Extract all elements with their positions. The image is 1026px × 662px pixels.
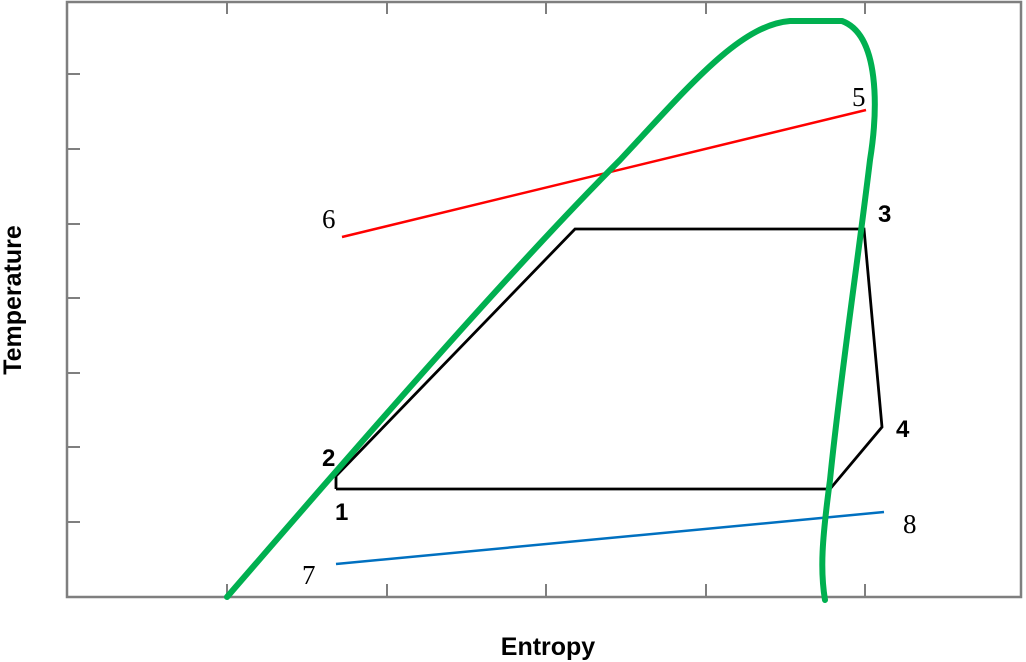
y-axis-title: Temperature: [0, 225, 27, 375]
state-label-7: 7: [302, 560, 316, 590]
state-label-4: 4: [896, 416, 910, 443]
y-axis-ticks: [67, 73, 80, 523]
cycle-path: [334, 227, 884, 491]
cold-stream-line: [335, 510, 885, 566]
state-label-1: 1: [335, 499, 348, 526]
x-axis-ticks: [226, 2, 866, 597]
state-label-5: 5: [852, 82, 866, 112]
state-label-2: 2: [322, 445, 335, 472]
state-label-6: 6: [322, 204, 336, 234]
state-label-3: 3: [878, 201, 891, 228]
x-axis-title: Entropy: [501, 633, 596, 661]
plot-frame: [65, 0, 1023, 599]
state-label-8: 8: [903, 509, 917, 539]
saturation-dome: [224, 18, 878, 603]
